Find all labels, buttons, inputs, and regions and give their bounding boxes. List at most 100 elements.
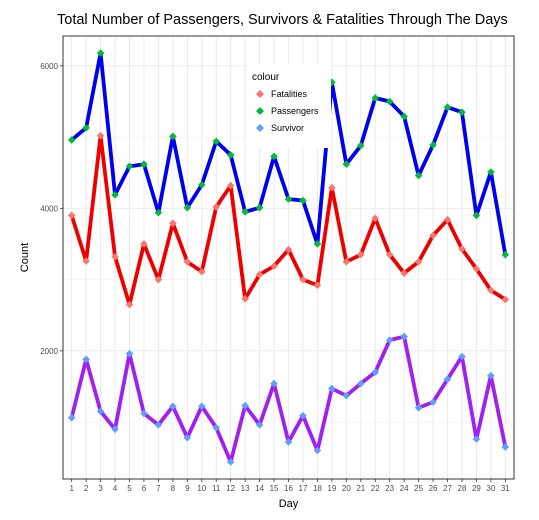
x-tick-label: 15 [270, 484, 279, 493]
data-point-passengers [154, 208, 163, 217]
data-point-passengers [111, 191, 119, 199]
data-point-fatalities [501, 295, 510, 304]
data-point-survivor [356, 379, 365, 388]
data-point-fatalities [299, 275, 307, 284]
x-tick-label: 13 [241, 484, 250, 493]
data-point-fatalities [414, 257, 423, 266]
data-point-survivor [458, 352, 466, 361]
x-tick-label: 3 [98, 484, 103, 493]
data-point-passengers [270, 152, 278, 161]
data-point-fatalities [183, 257, 192, 266]
data-point-survivor [284, 438, 293, 446]
data-point-survivor [183, 433, 192, 442]
data-point-fatalities [212, 203, 221, 211]
data-point-survivor [197, 402, 206, 411]
legend-key-fatalities [256, 90, 264, 98]
data-point-survivor [154, 421, 163, 429]
data-point-fatalities [371, 214, 380, 223]
data-point-fatalities [140, 240, 148, 248]
x-tick-label: 28 [458, 484, 467, 493]
data-point-fatalities [125, 300, 134, 309]
data-point-survivor [299, 411, 307, 420]
legend-box [247, 64, 331, 148]
data-point-passengers [299, 196, 307, 205]
data-point-passengers [212, 137, 221, 146]
data-point-passengers [67, 136, 76, 144]
x-tick-label: 24 [400, 484, 409, 493]
data-point-survivor [226, 458, 235, 466]
y-tick-label: 6000 [40, 62, 58, 71]
data-point-fatalities [342, 257, 351, 266]
x-tick-label: 22 [371, 484, 380, 493]
x-tick-label: 9 [185, 484, 190, 493]
x-tick-label: 23 [385, 484, 394, 493]
legend-label-passengers: Passengers [271, 106, 319, 116]
data-point-passengers [96, 49, 105, 57]
data-point-survivor [212, 423, 221, 432]
data-point-passengers [241, 208, 249, 216]
data-point-fatalities [356, 250, 365, 259]
data-point-fatalities [429, 231, 437, 240]
data-point-survivor [270, 379, 278, 388]
data-point-fatalities [328, 183, 336, 192]
data-point-survivor [313, 446, 322, 455]
data-point-fatalities [241, 295, 249, 303]
data-point-survivor [443, 375, 452, 384]
data-point-passengers [169, 132, 177, 141]
data-point-passengers [414, 171, 423, 180]
x-tick-label: 1 [69, 484, 74, 493]
data-point-passengers [501, 250, 510, 259]
data-point-fatalities [154, 275, 163, 284]
data-point-survivor [328, 384, 336, 393]
x-tick-label: 10 [197, 484, 206, 493]
data-point-survivor [472, 435, 481, 443]
x-tick-label: 4 [113, 484, 118, 493]
chart-title: Total Number of Passengers, Survivors & … [57, 12, 508, 28]
x-tick-label: 31 [501, 484, 510, 493]
data-point-fatalities [169, 219, 177, 228]
x-tick-label: 25 [414, 484, 423, 493]
data-point-survivor [371, 368, 380, 376]
data-point-survivor [169, 402, 177, 411]
x-tick-label: 12 [226, 484, 235, 493]
x-tick-label: 16 [284, 484, 293, 493]
data-point-survivor [400, 332, 408, 341]
data-point-fatalities [458, 245, 466, 253]
data-point-fatalities [270, 262, 278, 270]
x-tick-label: 17 [299, 484, 308, 493]
data-point-passengers [284, 195, 293, 203]
data-point-passengers [197, 181, 206, 189]
y-axis-title: Count [19, 243, 31, 272]
x-tick-label: 7 [156, 484, 161, 493]
data-point-survivor [255, 421, 264, 429]
x-tick-label: 14 [255, 484, 264, 493]
data-point-passengers [385, 97, 394, 106]
data-point-fatalities [67, 211, 76, 220]
x-tick-label: 20 [342, 484, 351, 493]
legend-key-passengers [256, 107, 264, 115]
data-point-survivor [241, 401, 249, 410]
data-point-passengers [82, 124, 90, 132]
data-point-passengers [342, 160, 351, 168]
x-axis-ticks: 1 2 3 4 5 6 7 8 9 10 11 12 13 14 15 16 17 18 19 20 21 22 23 24 2… [69, 479, 510, 493]
data-point-survivor [82, 355, 90, 364]
legend-title: colour [252, 72, 280, 83]
data-point-passengers [472, 211, 481, 220]
x-tick-label: 21 [356, 484, 365, 493]
data-point-passengers [125, 162, 134, 171]
data-point-survivor [96, 407, 105, 416]
data-point-passengers [313, 240, 322, 248]
legend-key-survivor [256, 124, 264, 132]
data-point-survivor [414, 403, 423, 412]
data-point-passengers [226, 151, 235, 159]
data-point-passengers [487, 168, 495, 176]
y-tick-label: 2000 [40, 347, 58, 356]
data-point-passengers [255, 203, 264, 212]
data-point-passengers [371, 94, 380, 102]
data-point-fatalities [255, 270, 264, 279]
data-point-fatalities [400, 269, 408, 277]
x-tick-label: 8 [171, 484, 176, 493]
x-tick-label: 11 [212, 484, 221, 493]
data-point-fatalities [472, 265, 481, 273]
